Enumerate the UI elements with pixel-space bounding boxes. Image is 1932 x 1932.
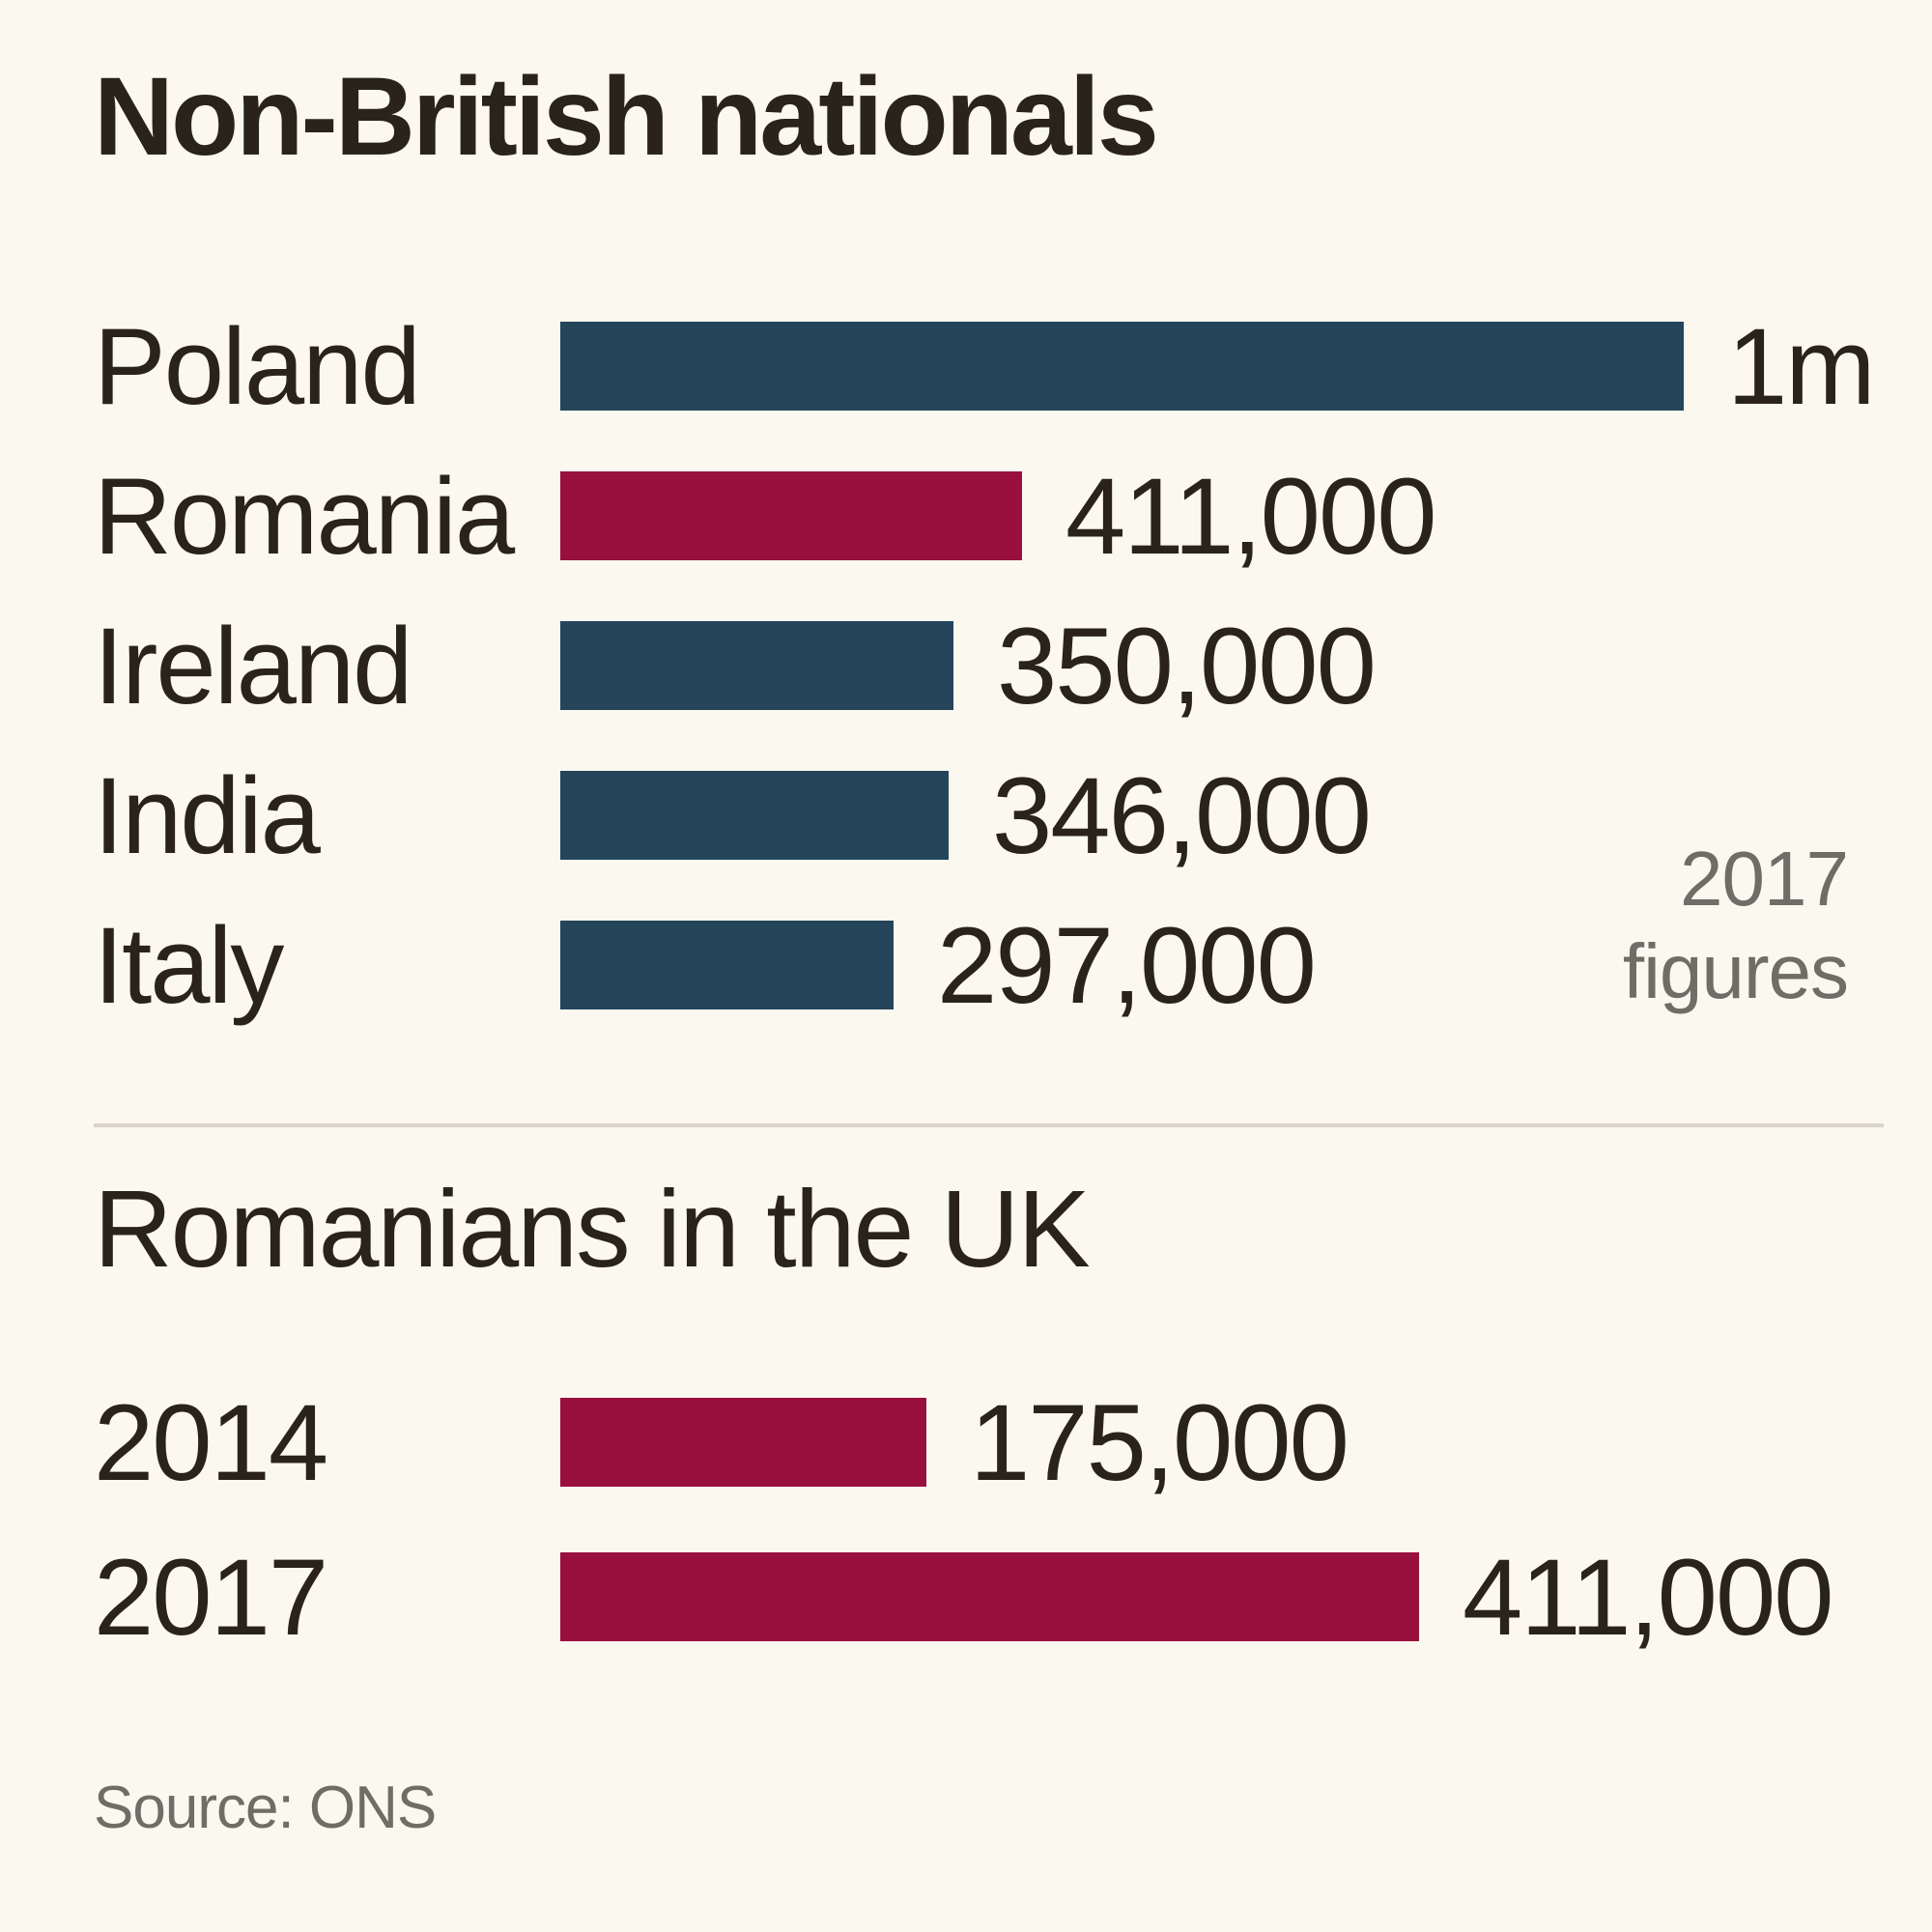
bar-romania [560,471,1022,560]
section-divider [94,1123,1884,1127]
value-label: 411,000 [1065,455,1437,577]
figures-note-line2: figures [1622,928,1849,1014]
bar-poland [560,322,1684,411]
chart-row: 2014 175,000 [94,1382,1884,1503]
chart-row: Romania 411,000 [94,456,1884,577]
value-label: 411,000 [1463,1536,1834,1658]
row-label: 2014 [94,1381,328,1503]
chart-row: Italy 297,000 [94,905,1884,1026]
value-label: 1m [1727,305,1876,427]
value-label: 175,000 [970,1381,1350,1503]
chart-row: Poland 1m [94,306,1884,427]
row-label: 2017 [94,1536,328,1658]
source-note: Source: ONS [94,1775,437,1841]
value-label: 346,000 [992,754,1372,876]
row-label: Romania [94,455,515,577]
bar-2017 [560,1552,1419,1641]
chart-non-british-nationals: Poland 1m Romania 411,000 Ireland 350,000 Indi… [94,306,1884,1070]
value-label: 350,000 [997,605,1377,726]
row-label: Poland [94,305,421,427]
chart-romanians-in-uk: 2014 175,000 2017 411,000 [94,1382,1884,1707]
chart1-title: Non-British nationals [94,55,1159,179]
bar-italy [560,921,894,1009]
figures-note: 2017 figures [1622,833,1849,1018]
chart-row: Ireland 350,000 [94,606,1884,726]
bar-india [560,771,949,860]
chart-row: 2017 411,000 [94,1537,1884,1658]
row-label: Italy [94,904,284,1026]
value-label: 297,000 [937,904,1317,1026]
row-label: India [94,754,321,876]
figures-note-line1: 2017 [1680,836,1849,922]
row-label: Ireland [94,605,412,726]
chart2-title: Romanians in the UK [94,1168,1091,1290]
bar-2014 [560,1398,926,1487]
chart-row: India 346,000 [94,755,1884,876]
bar-ireland [560,621,953,710]
